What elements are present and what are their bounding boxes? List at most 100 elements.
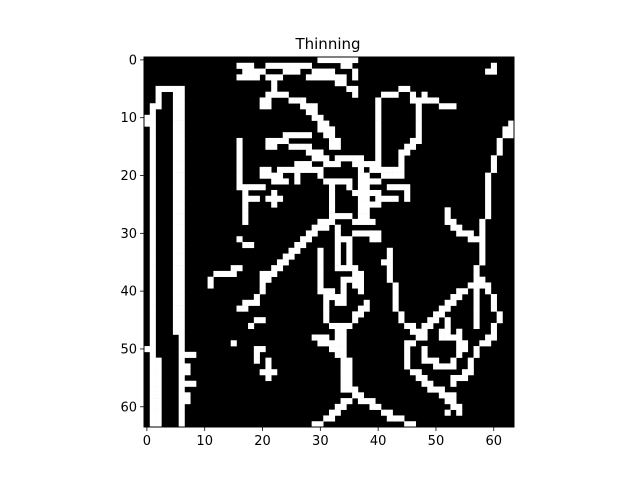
x-tick-label-40: 40 xyxy=(370,434,387,449)
pixel-35-21 xyxy=(346,178,353,185)
pixel-2-59 xyxy=(155,398,162,405)
pixel-31-42 xyxy=(323,299,330,306)
pixel-43-6 xyxy=(392,91,399,98)
pixel-1-36 xyxy=(149,265,156,272)
pixel-38-18 xyxy=(363,161,370,168)
pixel-30-3 xyxy=(317,74,324,81)
pixel-40-30 xyxy=(375,230,382,237)
pixel-12-37 xyxy=(213,270,220,277)
pixel-38-43 xyxy=(363,305,370,312)
pixel-1-47 xyxy=(149,328,156,335)
pixel-59-22 xyxy=(485,184,492,191)
pixel-30-39 xyxy=(317,282,324,289)
pixel-34-49 xyxy=(340,340,347,347)
pixel-5-17 xyxy=(172,155,179,162)
pixel-16-16 xyxy=(236,149,243,156)
pixel-1-14 xyxy=(149,137,156,145)
pixel-18-46 xyxy=(248,322,255,330)
pixel-5-18 xyxy=(172,161,179,168)
pixel-55-50 xyxy=(461,346,469,353)
pixel-53-28 xyxy=(450,218,457,225)
pixel-42-33 xyxy=(386,247,393,254)
pixel-20-8 xyxy=(259,103,266,110)
pixel-36-28 xyxy=(352,218,359,225)
pixel-44-16 xyxy=(398,149,405,156)
pixel-6-38 xyxy=(178,276,185,283)
pixel-23-6 xyxy=(276,91,284,98)
pixel-1-19 xyxy=(149,166,156,173)
pixel-43-42 xyxy=(392,299,399,306)
pixel-30-28 xyxy=(317,218,324,225)
pixel-36-23 xyxy=(352,189,359,197)
pixel-58-35 xyxy=(479,259,486,266)
pixel-7-58 xyxy=(184,392,191,399)
pixel-6-61 xyxy=(178,409,185,416)
pixel-26-33 xyxy=(294,247,301,254)
pixel-61-14 xyxy=(496,137,503,145)
pixel-37-58 xyxy=(357,392,364,399)
pixel-16-20 xyxy=(236,172,243,179)
y-tick-label-20: 20 xyxy=(120,169,137,184)
pixel-6-40 xyxy=(178,288,185,295)
pixel-58-38 xyxy=(479,276,486,283)
pixel-34-55 xyxy=(340,374,347,382)
pixel-1-33 xyxy=(149,247,156,254)
y-tick-label-30: 30 xyxy=(120,227,137,242)
pixel-47-48 xyxy=(415,334,422,341)
pixel-33-35 xyxy=(334,259,341,266)
pixel-33-36 xyxy=(334,265,341,272)
pixel-43-24 xyxy=(392,195,399,202)
pixel-40-13 xyxy=(375,132,382,139)
image-background xyxy=(144,57,514,427)
pixel-34-27 xyxy=(340,213,347,220)
pixel-6-17 xyxy=(178,155,185,162)
x-tick-label-50: 50 xyxy=(428,434,445,449)
pixel-35-52 xyxy=(346,357,353,364)
pixel-2-55 xyxy=(155,374,162,382)
pixel-1-27 xyxy=(149,213,156,220)
pixel-62-12 xyxy=(502,126,509,133)
pixel-47-8 xyxy=(415,103,422,110)
pixel-28-1 xyxy=(305,62,312,69)
pixel-40-60 xyxy=(375,403,382,410)
pixel-32-22 xyxy=(329,184,336,191)
pixel-40-24 xyxy=(375,195,382,202)
chart-title: Thinning xyxy=(294,35,360,53)
pixel-16-19 xyxy=(236,166,243,173)
pixel-18-22 xyxy=(248,184,255,191)
pixel-30-12 xyxy=(317,126,324,133)
pixel-48-6 xyxy=(421,91,428,98)
pixel-31-44 xyxy=(323,311,330,318)
pixel-50-52 xyxy=(433,357,440,364)
pixel-5-8 xyxy=(172,103,179,110)
pixel-48-51 xyxy=(421,351,428,358)
pixel-57-36 xyxy=(473,265,480,272)
pixel-30-63 xyxy=(317,421,324,428)
pixel-47-14 xyxy=(415,137,422,145)
pixel-59-40 xyxy=(485,288,492,295)
pixel-21-55 xyxy=(265,374,272,382)
pixel-37-18 xyxy=(357,161,364,168)
pixel-16-1 xyxy=(236,62,243,69)
pixel-1-60 xyxy=(149,403,156,410)
pixel-63-13 xyxy=(508,132,515,139)
pixel-42-19 xyxy=(386,166,393,173)
pixel-38-23 xyxy=(363,189,370,197)
pixel-37-44 xyxy=(357,311,364,318)
pixel-5-31 xyxy=(172,236,179,243)
pixel-6-24 xyxy=(178,195,185,202)
pixel-55-49 xyxy=(461,340,469,347)
pixel-59-24 xyxy=(485,195,492,202)
pixel-21-7 xyxy=(265,97,272,104)
pixel-5-9 xyxy=(172,109,179,116)
pixel-42-20 xyxy=(386,172,393,179)
pixel-37-25 xyxy=(357,201,364,208)
pixel-22-36 xyxy=(271,265,278,272)
y-tick-label-40: 40 xyxy=(120,285,137,300)
pixel-51-57 xyxy=(438,386,445,393)
pixel-52-42 xyxy=(444,299,451,306)
pixel-35-22 xyxy=(346,184,353,191)
pixel-33-32 xyxy=(334,242,341,249)
pixel-28-30 xyxy=(305,230,312,237)
pixel-42-34 xyxy=(386,253,393,260)
